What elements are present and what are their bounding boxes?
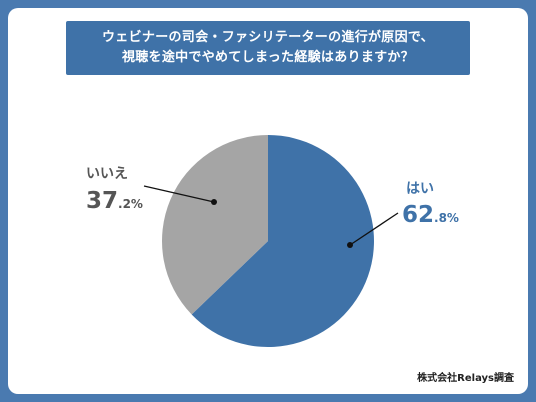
label-yes-int: 62 xyxy=(402,202,434,228)
label-no-dec: .2% xyxy=(118,197,143,211)
label-no-int: 37 xyxy=(86,188,118,214)
label-yes-value: 62.8% xyxy=(402,202,459,228)
pie-slice-no xyxy=(162,135,268,315)
pie-slices xyxy=(162,135,375,348)
leader-line-yes xyxy=(349,212,399,246)
leader-line-no xyxy=(143,185,215,203)
label-yes-name: はい xyxy=(406,181,434,197)
leader-dot-yes xyxy=(347,242,353,248)
label-no-value: 37.2% xyxy=(86,188,143,214)
chart-title-banner: ウェビナーの司会・ファシリテーターの進行が原因で、 視聴を途中でやめてしまった経… xyxy=(66,21,470,75)
label-no-name: いいえ xyxy=(86,166,128,182)
label-yes-dec: .8% xyxy=(434,211,459,225)
leader-dot-no xyxy=(211,199,217,205)
pie-slice-yes xyxy=(191,135,375,348)
title-line-1: ウェビナーの司会・ファシリテーターの進行が原因で、 xyxy=(102,30,434,45)
source-credit: 株式会社Relays調査 xyxy=(417,373,514,384)
title-line-2: 視聴を途中でやめてしまった経験はありますか？ xyxy=(121,50,415,65)
